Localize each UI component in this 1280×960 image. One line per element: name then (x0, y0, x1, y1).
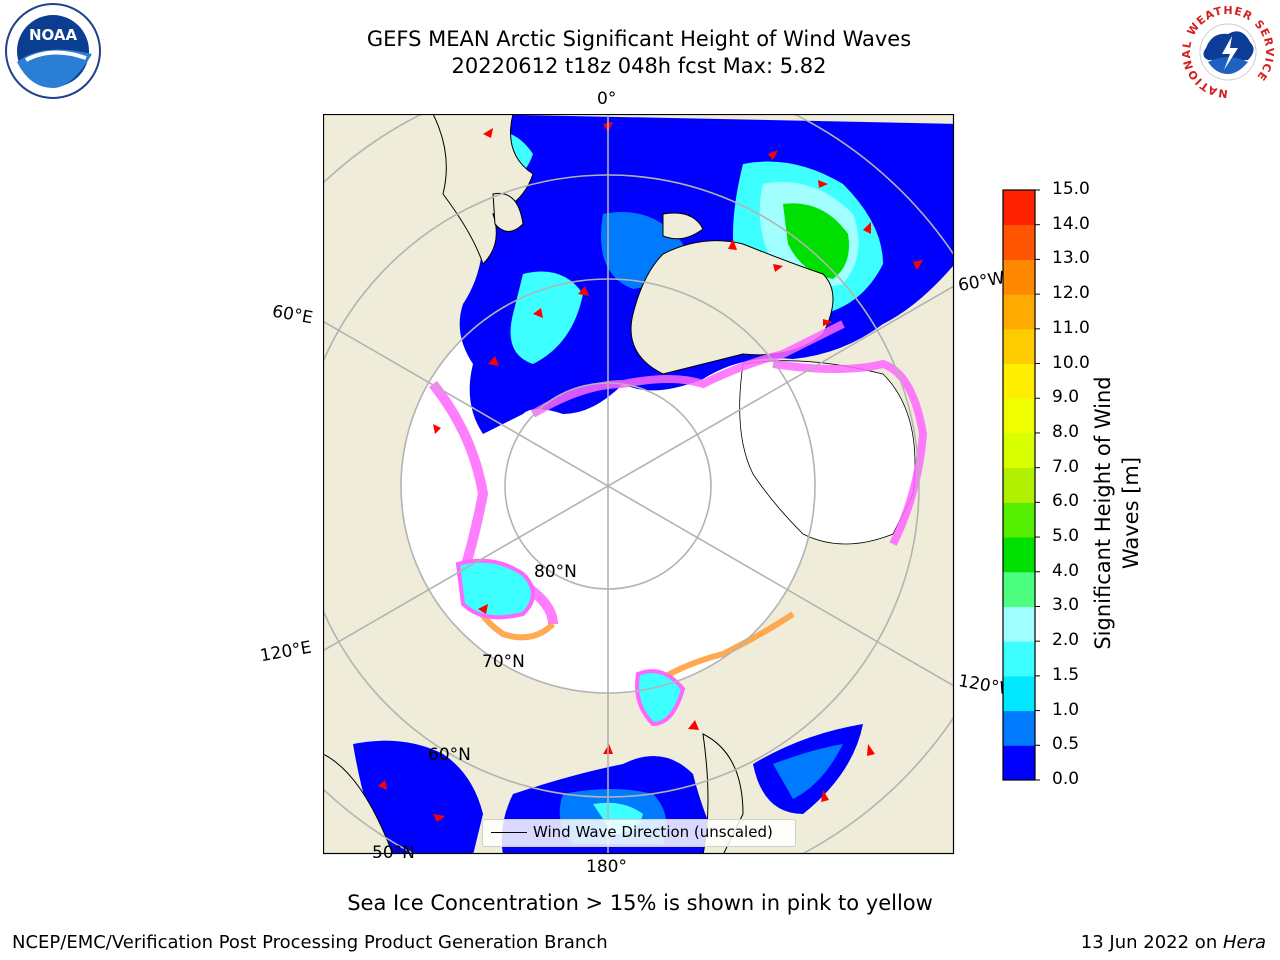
colorbar-segment (1003, 398, 1035, 434)
colorbar-tick-label: 1.5 (1052, 664, 1080, 685)
lat-label-70n: 70°N (482, 652, 525, 672)
svg-text:NOAA: NOAA (29, 26, 78, 44)
colorbar-segment (1003, 502, 1035, 538)
colorbar-segment (1003, 606, 1035, 642)
colorbar-tick-label: 7.0 (1052, 456, 1080, 477)
colorbar-segment (1003, 467, 1035, 503)
colorbar-tick-label: 6.0 (1052, 491, 1080, 512)
colorbar-segment (1003, 294, 1035, 330)
graticule (323, 114, 954, 854)
colorbar-tick-label: 12.0 (1052, 283, 1090, 304)
colorbar-tick-label: 3.0 (1052, 595, 1080, 616)
colorbar-segment (1003, 745, 1035, 781)
noaa-logo: NOAA (5, 3, 101, 99)
colorbar-segment (1003, 363, 1035, 399)
colorbar-segment (1003, 710, 1035, 746)
map-frame (323, 114, 955, 855)
colorbar-title: Significant Height of Wind Waves [m] (1091, 376, 1143, 650)
colorbar-segment (1003, 224, 1035, 260)
lon-label-0: 0° (597, 89, 617, 109)
colorbar-frame (1002, 189, 1036, 781)
colorbar-tick-label: 2.0 (1052, 630, 1080, 651)
footer-host: Hera (1222, 932, 1266, 953)
map-legend: Wind Wave Direction (unscaled) (482, 819, 796, 847)
colorbar-tick-label: 4.0 (1052, 560, 1080, 581)
colorbar-tick-label: 5.0 (1052, 526, 1080, 547)
colorbar-segment (1003, 190, 1035, 226)
lat-label-60n: 60°N (428, 745, 471, 765)
lon-label-180: 180° (586, 857, 627, 877)
colorbar-segment (1003, 328, 1035, 365)
legend-line-swatch (491, 832, 527, 833)
lat-label-50n: 50°N (372, 843, 415, 863)
colorbar-segment (1003, 675, 1035, 712)
lon-label-120e: 120°E (258, 637, 314, 667)
legend-text: Wind Wave Direction (unscaled) (533, 823, 773, 841)
colorbar-tick-label: 14.0 (1052, 213, 1090, 234)
colorbar-tick-label: 9.0 (1052, 387, 1080, 408)
colorbar-tick-label: 0.0 (1052, 769, 1080, 789)
sea-ice-caption: Sea Ice Concentration > 15% is shown in … (347, 891, 933, 915)
colorbar (1002, 189, 1040, 781)
arctic-polar-map (323, 114, 955, 855)
colorbar-tick-label: 10.0 (1052, 352, 1090, 373)
colorbar-tick-label: 0.5 (1052, 734, 1080, 755)
nws-logo: NATIONAL WEATHER SERVICE (1180, 4, 1275, 100)
colorbar-segment (1003, 571, 1035, 607)
colorbar-segment (1003, 537, 1035, 573)
colorbar-tick-label: 1.0 (1052, 699, 1080, 720)
footer-date: 13 Jun 2022 on Hera (1081, 932, 1266, 953)
chart-subtitle: 20220612 t18z 048h fcst Max: 5.82 (451, 54, 827, 78)
colorbar-tick-label: 13.0 (1052, 248, 1090, 269)
lat-label-80n: 80°N (534, 562, 577, 582)
colorbar-tick-label: 15.0 (1052, 179, 1090, 199)
colorbar-segment (1003, 259, 1035, 295)
wind-arrows (378, 122, 923, 822)
colorbar-segment (1003, 432, 1035, 469)
colorbar-segment (1003, 641, 1035, 677)
lon-label-60e: 60°E (270, 301, 315, 329)
colorbar-tick-label: 8.0 (1052, 421, 1080, 442)
lon-label-60w: 60°W (956, 268, 1007, 296)
chart-title: GEFS MEAN Arctic Significant Height of W… (366, 27, 912, 51)
footer-date-text: 13 Jun 2022 on (1080, 932, 1223, 953)
footer-organization: NCEP/EMC/Verification Post Processing Pr… (12, 932, 608, 953)
colorbar-tick-label: 11.0 (1052, 317, 1090, 338)
